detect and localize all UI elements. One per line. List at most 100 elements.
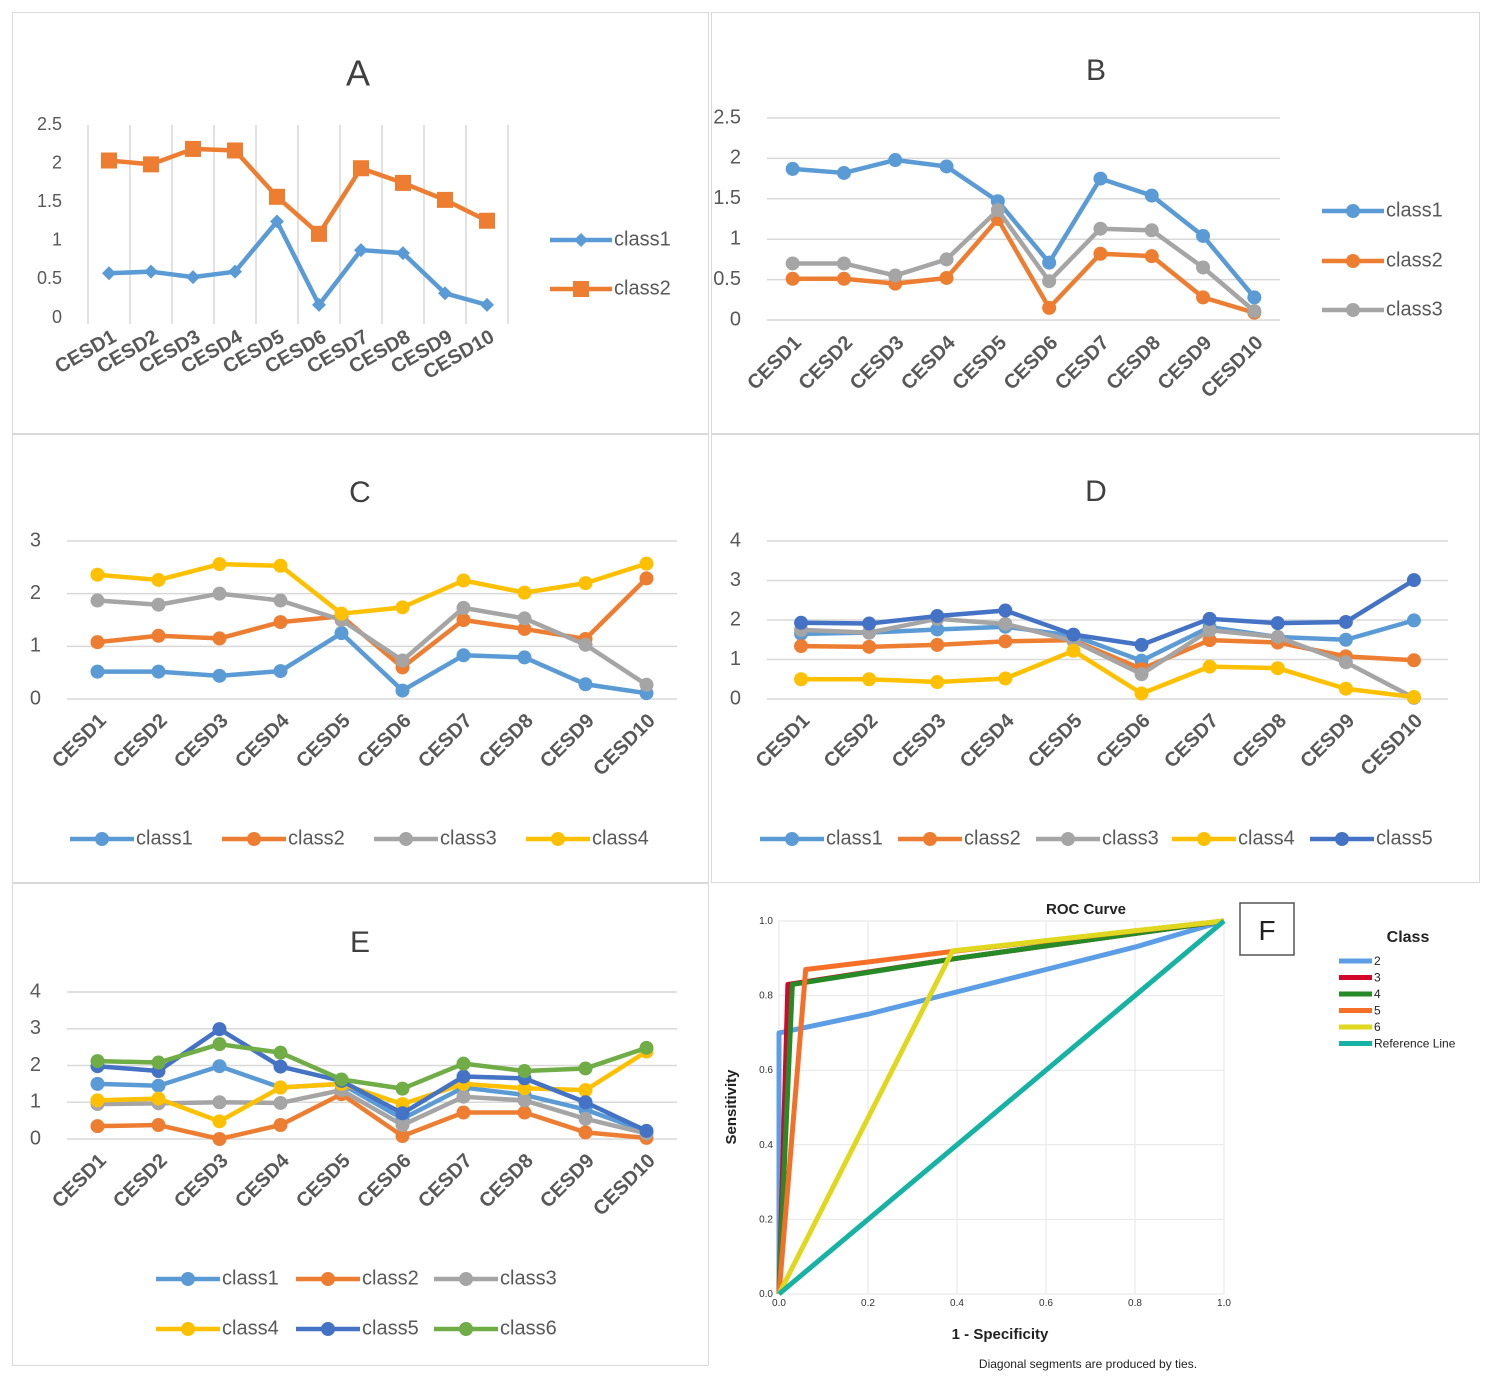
x-tick-label: 0.4 [950,1298,964,1309]
data-point-class3 [836,256,851,271]
data-point-class3 [273,1095,288,1110]
data-point-class4 [273,558,288,573]
data-point-class1 [1042,255,1057,270]
data-point-class6 [456,1056,471,1071]
legend-marker-class2 [1346,254,1360,268]
data-point-class1 [144,264,158,279]
x-tick-label: CESD10 [589,1150,660,1221]
data-point-class5 [395,1106,410,1121]
data-point-class2 [227,142,243,159]
data-point-class2 [269,188,285,205]
y-tick-label: 4 [730,529,741,551]
series-line-class2 [792,216,1255,315]
x-tick-label: 0.8 [1128,1298,1142,1309]
legend-marker-class2 [573,281,589,297]
roc-line-2 [776,918,1225,1294]
panel-label: F [1258,915,1275,946]
data-point-class4 [456,573,471,588]
data-point-class2 [151,628,166,643]
series-line-class2 [97,1091,647,1142]
chart-c: C 0 1 2 3 CESD1CESD2CESD3CESD4CESD5CESD6CESD7… [30,476,677,849]
data-point-class2 [479,212,495,229]
data-point-class2 [212,1132,227,1146]
data-point-class1 [186,270,200,285]
series-line-class1 [97,1063,648,1134]
data-point-class3 [395,653,410,668]
series-line-class4 [801,648,1415,700]
chart-panel-a [12,12,709,434]
y-tick-label: 0 [730,308,741,330]
data-point-class2 [273,615,288,630]
data-point-class3 [1196,260,1211,275]
data-point-class4 [334,606,349,621]
data-point-class6 [517,1064,532,1079]
legend-label: class1 [614,228,671,250]
x-tick-label: CESD6 [353,710,416,773]
y-tick-label: 1 [730,227,741,249]
data-point-class1 [151,1078,166,1093]
data-point-class3 [151,597,166,612]
data-point-class6 [639,1040,654,1055]
data-point-class4 [794,672,809,687]
x-tick-label: CESD2 [794,332,857,395]
data-point-class3 [1144,223,1159,238]
legend-label: class2 [614,277,671,299]
x-tick-label: CESD1 [752,710,815,773]
data-point-class4 [639,556,654,571]
y-tick-label: 1 [30,635,41,657]
data-point-class2 [862,639,877,654]
data-point-class2 [939,270,954,285]
data-point-class3 [1202,623,1217,638]
data-point-class6 [90,1054,105,1069]
data-point-class3 [212,1095,227,1110]
data-point-class5 [1406,573,1421,588]
data-point-class1 [354,243,368,258]
data-point-class1 [517,650,532,665]
x-tick-label: CESD6 [353,1150,416,1213]
data-point-class5 [1134,637,1149,652]
data-point-class6 [395,1081,410,1096]
data-point-class4 [90,567,105,582]
data-point-class1 [578,677,593,692]
data-point-class2 [517,621,532,636]
data-point-class1 [90,1076,105,1091]
data-point-class3 [578,1111,593,1126]
x-tick-label: 0.0 [772,1298,786,1309]
legend-label: class4 [592,827,649,849]
legend-marker-class4 [181,1322,195,1336]
data-point-class5 [862,616,877,631]
legend-label: class3 [440,827,497,849]
data-point-class4 [1338,681,1353,696]
x-tick-label: CESD5 [292,710,355,773]
series-line-class3 [792,207,1256,313]
x-tick-label: CESD8 [475,710,538,773]
data-point-class6 [334,1072,349,1087]
data-point-class1 [1196,228,1211,243]
x-tick-label: CESD3 [170,1150,233,1213]
data-point-class5 [1338,614,1353,629]
legend-marker-class3 [459,1272,473,1286]
data-point-class2 [930,637,945,652]
data-point-class2 [456,1105,471,1120]
data-point-class4 [151,572,166,587]
y-tick-label: 0.2 [759,1214,773,1225]
data-point-class4 [1066,643,1081,658]
chart-b: B00.511.522.5CESD1CESD2CESD3CESD4CESD5CE… [713,54,1443,402]
data-point-class2 [143,156,159,173]
data-point-class1 [438,286,452,301]
data-point-class1 [930,622,945,637]
data-point-class2 [836,271,851,286]
data-point-class4 [212,1114,227,1129]
data-point-class1 [212,1059,227,1074]
legend-marker-class2 [247,832,261,846]
data-point-class3 [1042,274,1057,289]
data-point-class1 [334,626,349,641]
legend-label: 4 [1374,987,1381,1001]
data-point-class5 [1202,611,1217,626]
legend-label: Reference Line [1374,1037,1456,1051]
data-point-class4 [395,600,410,615]
x-tick-label: CESD2 [109,1150,172,1213]
data-point-class3 [990,203,1005,218]
data-point-class1 [1338,632,1353,647]
